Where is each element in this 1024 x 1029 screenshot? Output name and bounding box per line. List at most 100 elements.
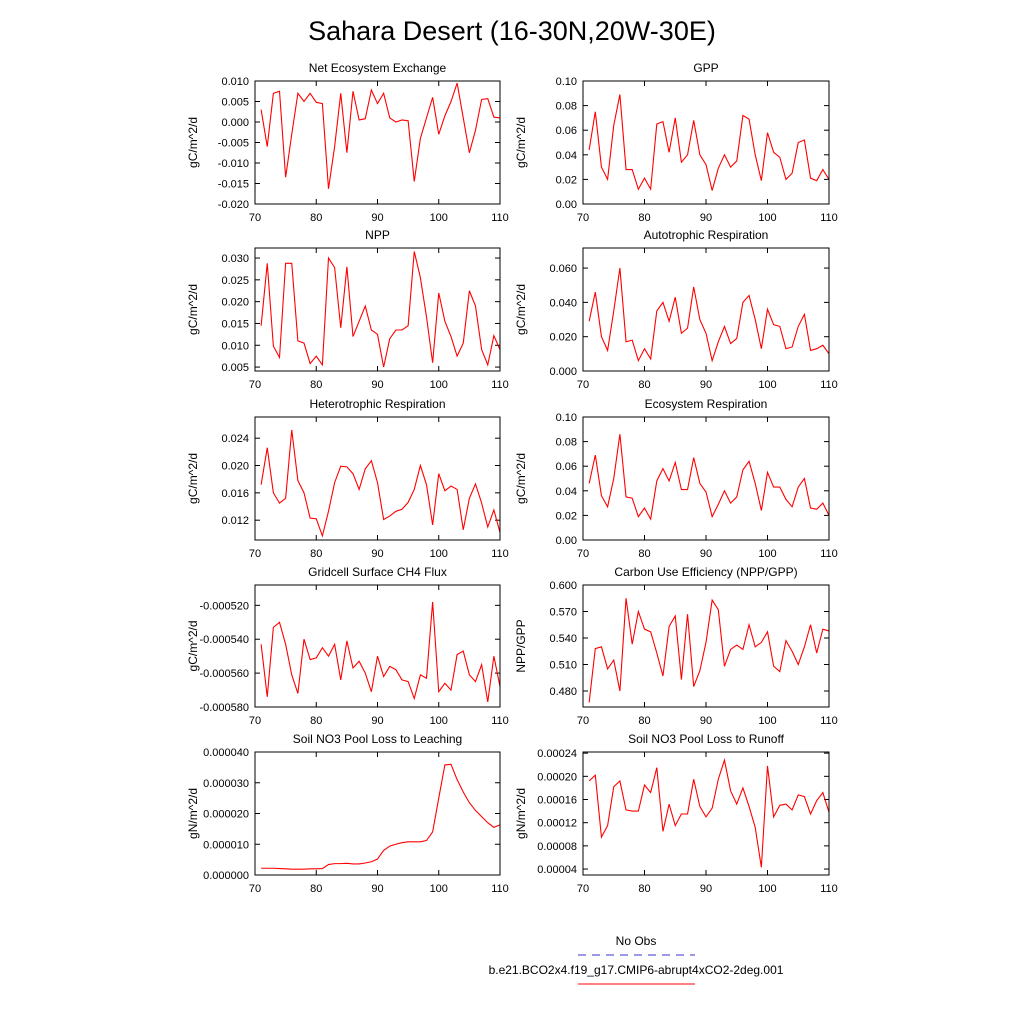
x-tick-label: 100 <box>758 715 776 727</box>
y-tick-label: 0.04 <box>556 486 577 498</box>
y-tick-label: 0.00016 <box>537 795 577 807</box>
panel-title: Carbon Use Efficiency (NPP/GPP) <box>614 565 797 579</box>
x-tick-label: 90 <box>371 548 383 560</box>
y-tick-label: 0.040 <box>549 297 577 309</box>
x-tick-label: 70 <box>577 379 589 391</box>
x-tick-label: 90 <box>700 212 712 224</box>
y-tick-label: 0.00024 <box>537 748 577 760</box>
y-tick-label: -0.000560 <box>199 668 249 680</box>
x-tick-label: 70 <box>249 548 261 560</box>
x-tick-label: 70 <box>577 883 589 895</box>
y-tick-label: 0.10 <box>556 76 577 88</box>
y-tick-label: 0.00 <box>556 535 577 547</box>
y-tick-label: 0.00020 <box>537 771 577 783</box>
figure-title: Sahara Desert (16-30N,20W-30E) <box>308 16 716 46</box>
data-line <box>588 94 830 192</box>
x-tick-label: 110 <box>491 715 509 727</box>
data-line <box>261 763 501 870</box>
x-tick-label: 80 <box>638 883 650 895</box>
x-tick-label: 110 <box>491 379 509 391</box>
y-axis-label: gC/m^2/d <box>186 117 200 168</box>
y-tick-label: 0.00 <box>556 199 577 211</box>
x-tick-label: 80 <box>638 212 650 224</box>
panel-title: NPP <box>365 228 390 242</box>
y-tick-label: 0.005 <box>221 362 249 374</box>
x-tick-label: 100 <box>758 212 776 224</box>
x-tick-label: 80 <box>638 379 650 391</box>
panel-title: GPP <box>693 61 718 75</box>
y-tick-label: -0.000520 <box>199 600 249 612</box>
y-axis-label: gC/m^2/d <box>514 117 528 168</box>
y-tick-label: -0.005 <box>218 138 249 150</box>
x-tick-label: 90 <box>371 379 383 391</box>
y-tick-label: 0.02 <box>556 174 577 186</box>
y-tick-label: 0.000040 <box>203 747 249 759</box>
y-tick-label: -0.000580 <box>199 702 249 714</box>
data-line <box>260 251 501 368</box>
data-line <box>260 82 501 189</box>
x-tick-label: 110 <box>820 715 838 727</box>
y-tick-label: 0.020 <box>221 461 249 473</box>
y-tick-label: 0.000000 <box>203 870 249 882</box>
y-tick-label: 0.000 <box>221 117 249 129</box>
y-tick-label: 0.510 <box>549 660 577 672</box>
panel-title: Net Ecosystem Exchange <box>309 61 447 75</box>
y-tick-label: -0.015 <box>218 179 249 191</box>
y-tick-label: 0.010 <box>221 340 249 352</box>
x-tick-label: 110 <box>820 379 838 391</box>
x-tick-label: 110 <box>491 548 509 560</box>
x-tick-label: 110 <box>491 212 509 224</box>
y-axis-label: gC/m^2/d <box>186 621 200 672</box>
x-tick-label: 110 <box>491 883 509 895</box>
x-tick-label: 100 <box>430 212 448 224</box>
legend-label: b.e21.BCO2x4.f19_g17.CMIP6-abrupt4xCO2-2… <box>489 963 784 977</box>
plot-frame <box>254 584 501 708</box>
x-tick-label: 110 <box>820 548 838 560</box>
y-tick-label: 0.010 <box>221 76 249 88</box>
data-line <box>588 267 830 363</box>
plot-frame <box>582 751 830 876</box>
x-tick-label: 80 <box>310 212 322 224</box>
x-tick-label: 70 <box>249 715 261 727</box>
y-tick-label: 0.025 <box>221 275 249 287</box>
data-line <box>260 429 501 538</box>
y-tick-label: 0.000 <box>549 366 577 378</box>
x-tick-label: 100 <box>758 379 776 391</box>
x-tick-label: 80 <box>310 548 322 560</box>
plot-frame <box>582 247 830 372</box>
y-tick-label: 0.480 <box>549 686 577 698</box>
data-line <box>588 598 830 703</box>
y-tick-label: 0.00012 <box>537 818 577 830</box>
data-line <box>588 757 830 868</box>
y-tick-label: 0.015 <box>221 318 249 330</box>
y-tick-label: 0.020 <box>549 332 577 344</box>
plot-frame <box>254 80 501 205</box>
y-tick-label: -0.010 <box>218 158 249 170</box>
y-tick-label: 0.030 <box>221 253 249 265</box>
y-tick-label: 0.600 <box>549 580 577 592</box>
y-tick-label: 0.10 <box>556 412 577 424</box>
y-axis-label: gN/m^2/d <box>186 788 200 839</box>
plot-frame <box>582 584 830 708</box>
data-line <box>260 601 501 703</box>
x-tick-label: 70 <box>249 379 261 391</box>
y-axis-label: gC/m^2/d <box>186 453 200 504</box>
x-tick-label: 70 <box>577 212 589 224</box>
y-axis-label: gC/m^2/d <box>514 284 528 335</box>
x-tick-label: 100 <box>430 548 448 560</box>
y-tick-label: 0.000030 <box>203 778 249 790</box>
plot-frame <box>254 247 501 372</box>
x-tick-label: 90 <box>700 548 712 560</box>
panel-title: Gridcell Surface CH4 Flux <box>308 565 447 579</box>
x-tick-label: 110 <box>820 883 838 895</box>
x-tick-label: 90 <box>371 883 383 895</box>
y-axis-label: gC/m^2/d <box>186 284 200 335</box>
x-tick-label: 70 <box>249 883 261 895</box>
y-axis-label: gC/m^2/d <box>514 453 528 504</box>
y-tick-label: 0.012 <box>221 515 249 527</box>
x-tick-label: 100 <box>758 883 776 895</box>
y-tick-label: -0.000540 <box>199 634 249 646</box>
x-tick-label: 70 <box>249 212 261 224</box>
panel-title: Soil NO3 Pool Loss to Runoff <box>628 732 785 746</box>
panel-title: Heterotrophic Respiration <box>309 397 445 411</box>
